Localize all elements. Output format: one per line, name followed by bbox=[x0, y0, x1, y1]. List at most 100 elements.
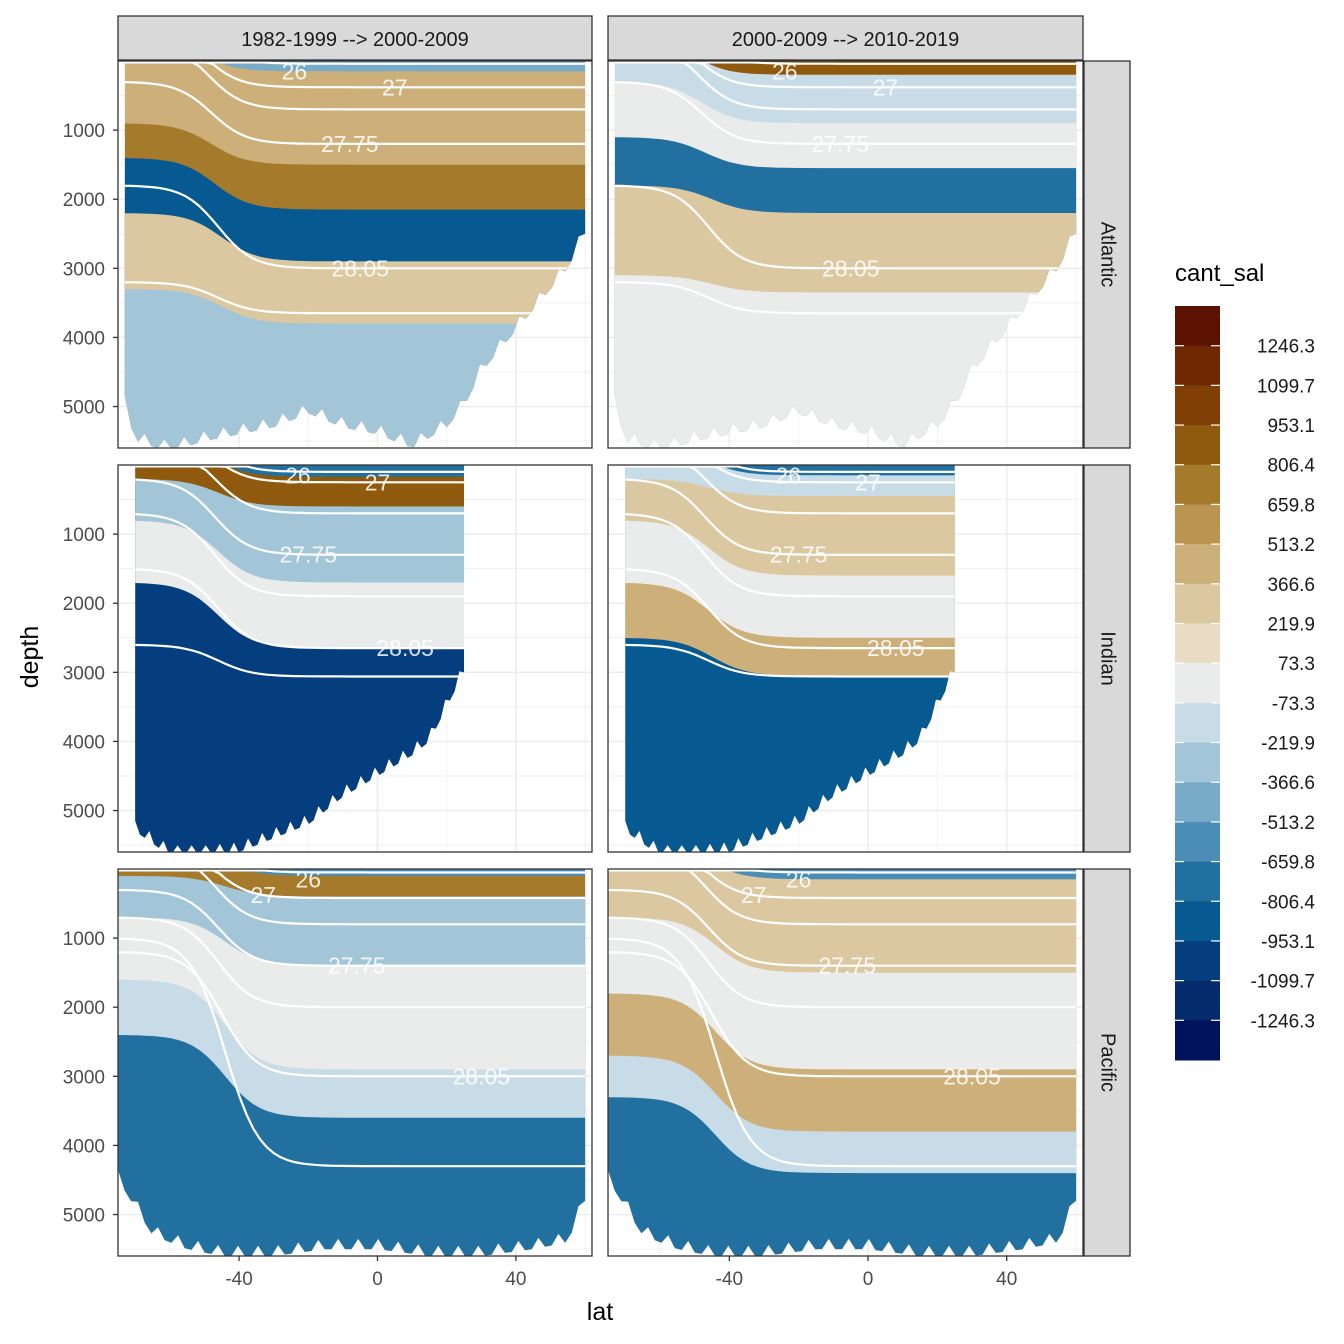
y-tick-label: 2000 bbox=[63, 594, 105, 615]
isoline bbox=[118, 888, 586, 967]
legend-label: 73.3 bbox=[1278, 654, 1315, 675]
x-tick-label: -40 bbox=[716, 1269, 743, 1290]
contour-band bbox=[118, 1035, 586, 1256]
facet-panels: 26 27 27.75 28.05 26 27 27.75 28.05 26 27 27.75 28.… bbox=[117, 58, 1084, 1257]
panel-indian-2: 26 27 27.75 28.05 bbox=[607, 462, 1084, 853]
y-tick-label: 2000 bbox=[63, 998, 105, 1019]
panel-border bbox=[117, 60, 593, 449]
isoline-label: 28.05 bbox=[943, 1063, 1001, 1089]
legend-swatch bbox=[1175, 821, 1220, 863]
y-tick-label: 3000 bbox=[63, 259, 105, 280]
isoline-label: 26 bbox=[285, 462, 311, 488]
isoline bbox=[614, 281, 1077, 315]
legend-label: 1246.3 bbox=[1257, 337, 1315, 358]
facet-strip-label: Indian bbox=[1097, 631, 1119, 686]
legend-swatch bbox=[1175, 1020, 1220, 1061]
x-tick-label: 40 bbox=[505, 1269, 526, 1290]
x-tick-label: 40 bbox=[996, 1269, 1017, 1290]
facet-strips: 1982-1999 --> 2000-2009 2000-2009 --> 201… bbox=[117, 15, 1131, 1257]
isolines bbox=[135, 465, 465, 678]
filled-contours bbox=[135, 465, 465, 852]
y-axis-title: depth bbox=[16, 626, 44, 689]
isoline-label: 27 bbox=[382, 74, 408, 100]
isoline bbox=[625, 478, 955, 556]
legend-label: -1099.7 bbox=[1251, 972, 1315, 993]
legend-swatch bbox=[1175, 425, 1220, 466]
isolines bbox=[118, 869, 586, 1168]
panel-border bbox=[117, 868, 593, 1257]
facet-strip-row bbox=[1083, 464, 1131, 853]
filled-contours bbox=[124, 61, 586, 448]
isoline-label: 28.05 bbox=[376, 635, 434, 661]
contour-band bbox=[625, 637, 955, 852]
isoline bbox=[135, 478, 465, 556]
isolines bbox=[625, 465, 955, 678]
y-tick-label: 1000 bbox=[63, 929, 105, 950]
isoline bbox=[625, 512, 955, 598]
legend-swatch bbox=[1175, 306, 1220, 347]
panel-border bbox=[117, 464, 593, 853]
legend-swatch bbox=[1175, 663, 1220, 704]
legend-label: 219.9 bbox=[1267, 614, 1315, 635]
facet-strip-column bbox=[117, 15, 593, 61]
isoline bbox=[614, 184, 1077, 270]
panel-pacific-2: 26 27 27.75 28.05 bbox=[607, 866, 1084, 1257]
legend-title: cant_sal bbox=[1175, 260, 1264, 287]
panel-border bbox=[607, 60, 1084, 449]
isolines bbox=[614, 61, 1077, 315]
legend-swatch bbox=[1175, 782, 1220, 823]
isoline-label: 26 bbox=[295, 866, 321, 892]
isoline-label: 28.05 bbox=[867, 635, 925, 661]
x-tick-label: 0 bbox=[372, 1269, 383, 1290]
y-tick-label: 4000 bbox=[63, 328, 105, 349]
isoline bbox=[608, 869, 1077, 926]
isoline bbox=[614, 80, 1077, 145]
isoline bbox=[135, 643, 465, 678]
y-tick-label: 1000 bbox=[63, 525, 105, 546]
isolines bbox=[608, 869, 1077, 1168]
isoline bbox=[614, 61, 1077, 89]
isoline-label: 27 bbox=[251, 882, 277, 908]
y-tick-label: 5000 bbox=[63, 802, 105, 823]
isoline bbox=[614, 61, 1077, 111]
isoline bbox=[625, 465, 955, 515]
y-tick-label: 3000 bbox=[63, 1067, 105, 1088]
isoline bbox=[118, 937, 586, 1168]
isoline bbox=[135, 567, 465, 650]
isoline-label: 27.75 bbox=[321, 131, 379, 157]
y-tick-label: 2000 bbox=[63, 190, 105, 211]
legend-label: 1099.7 bbox=[1257, 376, 1315, 397]
panel-atlantic-1: 26 27 27.75 28.05 bbox=[117, 58, 593, 449]
isoline-label: 26 bbox=[772, 58, 798, 84]
isoline-label: 27 bbox=[741, 882, 767, 908]
y-tick-label: 5000 bbox=[63, 398, 105, 419]
legend-swatch bbox=[1175, 623, 1220, 664]
legend-swatch bbox=[1175, 940, 1220, 982]
isoline-label: 27 bbox=[873, 74, 899, 100]
y-tick-label: 4000 bbox=[63, 1136, 105, 1157]
panel-indian-1: 26 27 27.75 28.05 bbox=[117, 462, 593, 853]
isoline-label: 26 bbox=[786, 866, 812, 892]
y-tick-label: 1000 bbox=[63, 121, 105, 142]
isoline bbox=[135, 465, 465, 515]
facet-strip-column bbox=[607, 15, 1084, 61]
legend-label: -366.6 bbox=[1261, 773, 1315, 794]
legend-label: -219.9 bbox=[1261, 734, 1315, 755]
isoline-label: 27.75 bbox=[770, 541, 828, 567]
legend-label: 953.1 bbox=[1267, 416, 1315, 437]
legend-label: 806.4 bbox=[1267, 456, 1315, 477]
legend-label: -1246.3 bbox=[1251, 1011, 1315, 1032]
legend-swatch bbox=[1175, 861, 1220, 902]
panel-atlantic-2: 26 27 27.75 28.05 bbox=[607, 58, 1084, 449]
legend-label: 366.6 bbox=[1267, 575, 1315, 596]
isoline-label: 27.75 bbox=[328, 953, 386, 979]
legend-label: -806.4 bbox=[1261, 892, 1315, 913]
contour-band bbox=[608, 1097, 1077, 1256]
legend-label: 659.8 bbox=[1267, 495, 1315, 516]
isoline-label: 27.75 bbox=[812, 131, 870, 157]
legend-swatch bbox=[1175, 583, 1220, 624]
facet-strip-row bbox=[1083, 60, 1131, 449]
filled-contours bbox=[614, 61, 1077, 448]
isoline-label: 28.05 bbox=[453, 1063, 511, 1089]
